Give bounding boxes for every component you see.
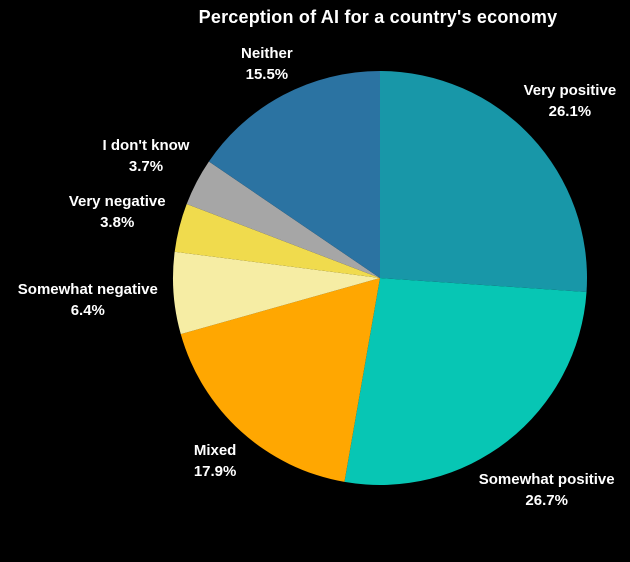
chart-title: Perception of AI for a country's economy xyxy=(198,7,558,27)
pie-slice-neither xyxy=(208,71,380,278)
pie-slice-very-negative xyxy=(174,203,380,278)
pie-slice-somewhat-positive xyxy=(344,278,587,485)
pie-slice-somewhat-negative xyxy=(173,251,380,335)
pie-slice-mixed xyxy=(180,278,380,482)
pie-slice-i-don-t-know xyxy=(186,161,380,278)
pie-slice-very-positive xyxy=(380,71,588,292)
